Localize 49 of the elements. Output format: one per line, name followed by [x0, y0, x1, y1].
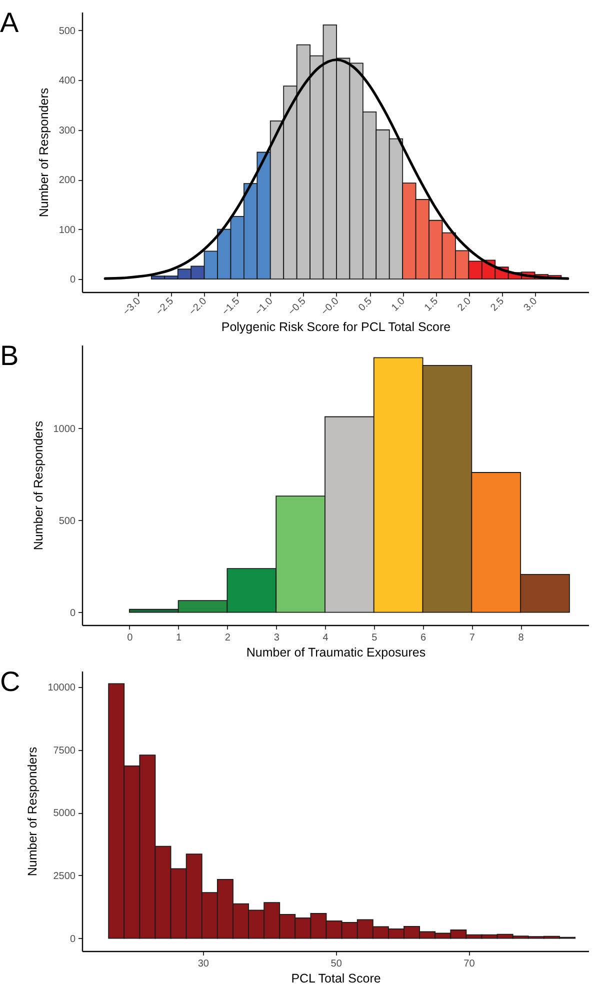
y-tick-label: 100	[58, 224, 76, 236]
x-tick-label: 4	[322, 632, 329, 644]
y-tick-label: 7500	[53, 745, 76, 756]
x-tick-label: −3.0	[121, 296, 144, 318]
x-tick-label: 2	[224, 632, 231, 644]
x-tick-label: 2.5	[488, 296, 507, 314]
x-tick-label: −1.0	[253, 296, 276, 318]
x-tick-label: 70	[464, 958, 476, 970]
y-tick-label: 0	[70, 274, 76, 286]
y-axis-title: Number of Responders	[31, 420, 46, 550]
x-axis-title: PCL Total Score	[291, 972, 381, 986]
x-tick-label: 8	[518, 632, 524, 644]
chart-title: B	[0, 340, 19, 371]
x-axis-title: Polygenic Risk Score for PCL Total Score	[221, 320, 451, 334]
x-tick-label: 1.0	[390, 296, 408, 314]
y-axis-title: Number of Responders	[26, 746, 40, 876]
x-tick-label: −2.0	[187, 296, 210, 318]
x-tick-label: 50	[330, 958, 342, 970]
y-tick-label: 400	[58, 76, 76, 87]
x-tick-label: 30	[198, 958, 210, 970]
x-tick-label: 6	[420, 632, 426, 644]
x-tick-label: 0.5	[356, 296, 375, 314]
x-tick-label: 1	[176, 632, 182, 644]
y-tick-label: 0	[70, 934, 76, 945]
x-tick-label: 5	[372, 632, 378, 644]
x-tick-label: 3.0	[522, 296, 540, 314]
y-tick-label: 500	[58, 26, 76, 37]
x-tick-label: −0.0	[319, 296, 342, 318]
y-tick-label: 5000	[53, 808, 76, 820]
y-tick-label: 500	[58, 516, 76, 527]
x-tick-label: 2.0	[456, 296, 474, 314]
chart-title: A	[0, 7, 19, 38]
x-tick-label: −2.5	[154, 296, 176, 318]
line-series	[104, 58, 570, 280]
y-tick-label: 200	[58, 175, 76, 186]
y-tick-label: 1000	[53, 424, 76, 435]
y-tick-label: 10000	[48, 682, 76, 694]
y-tick-label: 300	[58, 125, 76, 136]
x-tick-label: 1.5	[422, 296, 441, 314]
x-tick-label: −1.5	[220, 296, 242, 318]
x-axis-title: Number of Traumatic Exposures	[246, 646, 426, 660]
y-tick-label: 2500	[53, 870, 76, 882]
x-tick-label: 0	[127, 632, 134, 644]
x-tick-label: 3	[274, 632, 280, 644]
x-tick-label: 7	[469, 632, 476, 644]
y-tick-label: 0	[70, 608, 76, 619]
x-tick-label: −0.5	[286, 296, 308, 318]
y-axis-title: Number of Responders	[36, 88, 51, 218]
chart-title: C	[0, 666, 20, 697]
